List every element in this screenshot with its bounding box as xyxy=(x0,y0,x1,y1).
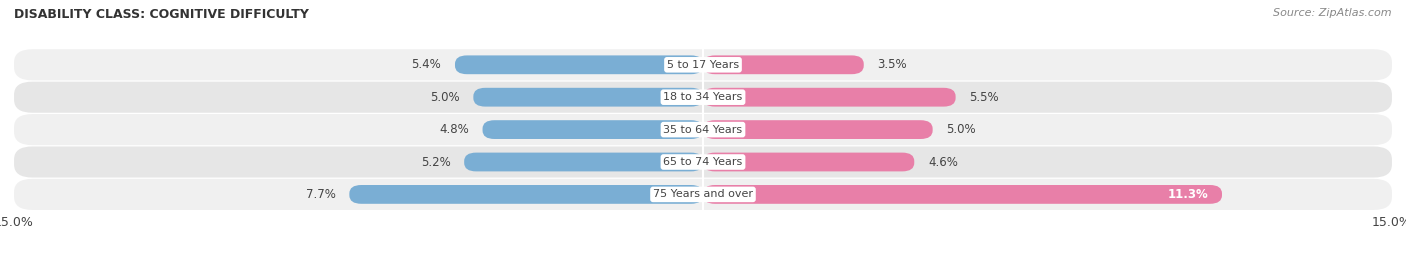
FancyBboxPatch shape xyxy=(703,153,914,171)
FancyBboxPatch shape xyxy=(703,185,1222,204)
FancyBboxPatch shape xyxy=(703,120,932,139)
Text: 4.8%: 4.8% xyxy=(439,123,468,136)
Text: 3.5%: 3.5% xyxy=(877,58,907,71)
Text: 5.5%: 5.5% xyxy=(969,91,1000,104)
Text: 5.0%: 5.0% xyxy=(430,91,460,104)
Text: 35 to 64 Years: 35 to 64 Years xyxy=(664,124,742,135)
Text: 18 to 34 Years: 18 to 34 Years xyxy=(664,92,742,102)
FancyBboxPatch shape xyxy=(14,82,1392,113)
FancyBboxPatch shape xyxy=(703,88,956,107)
Text: 75 Years and over: 75 Years and over xyxy=(652,189,754,200)
Text: 5 to 17 Years: 5 to 17 Years xyxy=(666,60,740,70)
Text: 11.3%: 11.3% xyxy=(1167,188,1208,201)
Text: 5.4%: 5.4% xyxy=(412,58,441,71)
Text: 4.6%: 4.6% xyxy=(928,156,957,168)
FancyBboxPatch shape xyxy=(14,114,1392,145)
FancyBboxPatch shape xyxy=(474,88,703,107)
FancyBboxPatch shape xyxy=(14,49,1392,80)
Text: 7.7%: 7.7% xyxy=(305,188,336,201)
FancyBboxPatch shape xyxy=(349,185,703,204)
Text: 5.0%: 5.0% xyxy=(946,123,976,136)
Text: DISABILITY CLASS: COGNITIVE DIFFICULTY: DISABILITY CLASS: COGNITIVE DIFFICULTY xyxy=(14,8,309,21)
Text: 65 to 74 Years: 65 to 74 Years xyxy=(664,157,742,167)
FancyBboxPatch shape xyxy=(482,120,703,139)
FancyBboxPatch shape xyxy=(456,55,703,74)
Text: Source: ZipAtlas.com: Source: ZipAtlas.com xyxy=(1274,8,1392,18)
FancyBboxPatch shape xyxy=(703,55,863,74)
Text: 5.2%: 5.2% xyxy=(420,156,450,168)
FancyBboxPatch shape xyxy=(14,179,1392,210)
FancyBboxPatch shape xyxy=(14,146,1392,178)
Legend: Male, Female: Male, Female xyxy=(631,266,775,270)
FancyBboxPatch shape xyxy=(464,153,703,171)
